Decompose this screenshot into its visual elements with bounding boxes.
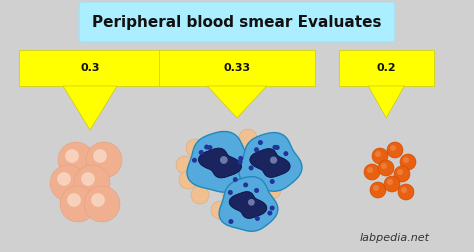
Circle shape [201, 163, 219, 181]
FancyBboxPatch shape [19, 50, 161, 86]
Circle shape [93, 149, 107, 163]
Circle shape [84, 186, 120, 222]
Circle shape [199, 150, 204, 155]
Circle shape [239, 129, 257, 147]
Circle shape [258, 140, 263, 145]
Circle shape [243, 182, 248, 187]
Circle shape [74, 165, 110, 201]
Circle shape [86, 142, 122, 178]
Circle shape [91, 193, 105, 207]
Circle shape [372, 148, 388, 164]
Circle shape [401, 187, 407, 193]
Circle shape [397, 169, 403, 175]
Circle shape [233, 177, 238, 182]
Text: 0.3: 0.3 [80, 63, 100, 73]
Text: 0.33: 0.33 [223, 63, 251, 73]
Circle shape [57, 172, 71, 186]
Circle shape [220, 156, 228, 164]
Circle shape [270, 179, 275, 184]
Circle shape [67, 193, 81, 207]
Circle shape [238, 156, 243, 161]
Polygon shape [207, 86, 267, 118]
Circle shape [211, 201, 229, 219]
Circle shape [367, 167, 373, 173]
Circle shape [208, 145, 212, 150]
Text: Peripheral blood smear Evaluates: Peripheral blood smear Evaluates [92, 15, 382, 29]
Circle shape [387, 179, 393, 185]
FancyBboxPatch shape [159, 50, 315, 86]
Circle shape [403, 157, 409, 163]
Circle shape [378, 160, 394, 176]
Circle shape [228, 219, 234, 224]
Circle shape [370, 182, 386, 198]
FancyBboxPatch shape [79, 2, 395, 42]
Circle shape [266, 161, 284, 179]
Circle shape [255, 216, 260, 221]
Polygon shape [229, 192, 267, 218]
Circle shape [249, 165, 254, 170]
Polygon shape [368, 86, 404, 118]
Circle shape [364, 164, 380, 180]
Circle shape [50, 165, 86, 201]
Circle shape [65, 149, 79, 163]
Circle shape [373, 185, 379, 191]
Circle shape [390, 145, 396, 151]
Circle shape [283, 151, 288, 156]
Circle shape [254, 188, 259, 193]
Circle shape [387, 142, 403, 158]
Polygon shape [187, 132, 254, 192]
Circle shape [204, 145, 209, 149]
Polygon shape [63, 86, 117, 130]
Circle shape [228, 190, 233, 195]
Polygon shape [219, 177, 278, 231]
Circle shape [213, 131, 231, 149]
Circle shape [221, 181, 239, 199]
Circle shape [186, 139, 204, 157]
Circle shape [249, 176, 267, 194]
Circle shape [275, 145, 280, 150]
Circle shape [192, 158, 197, 163]
Circle shape [179, 171, 197, 189]
Circle shape [236, 206, 254, 224]
Circle shape [251, 196, 269, 214]
Circle shape [81, 172, 95, 186]
Text: labpedia.net: labpedia.net [360, 233, 430, 243]
Circle shape [176, 156, 194, 174]
Circle shape [248, 199, 255, 206]
Circle shape [270, 156, 277, 164]
Circle shape [400, 154, 416, 170]
Circle shape [381, 163, 387, 169]
Circle shape [259, 134, 277, 152]
Circle shape [60, 186, 96, 222]
Circle shape [263, 181, 281, 199]
Circle shape [58, 142, 94, 178]
Circle shape [273, 145, 277, 150]
Circle shape [237, 160, 243, 165]
Circle shape [267, 211, 273, 215]
Circle shape [254, 147, 259, 152]
Circle shape [394, 166, 410, 182]
Text: 0.2: 0.2 [376, 63, 396, 73]
Circle shape [375, 151, 381, 157]
Circle shape [191, 186, 209, 204]
Polygon shape [199, 148, 241, 178]
Polygon shape [250, 149, 290, 177]
Circle shape [384, 176, 400, 192]
Circle shape [398, 184, 414, 200]
Polygon shape [239, 133, 302, 191]
FancyBboxPatch shape [339, 50, 434, 86]
Circle shape [270, 206, 274, 210]
